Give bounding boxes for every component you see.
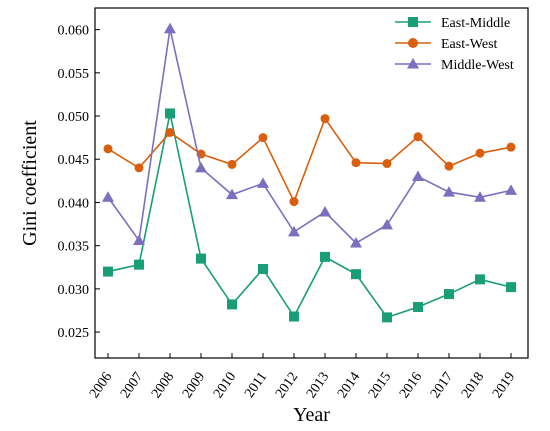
data-point [382,312,392,323]
data-point [443,186,455,197]
data-point [289,197,299,207]
data-point [475,274,485,285]
data-point [134,259,144,270]
data-point [413,132,423,142]
x-tick-label: 2009 [180,370,208,402]
y-tick-label: 0.025 [58,326,90,341]
data-point [165,127,175,137]
x-tick-label: 2017 [428,370,456,402]
data-point [412,170,424,182]
data-point [164,22,176,34]
y-tick-label: 0.045 [58,153,90,168]
y-tick-label: 0.055 [58,67,90,82]
data-point [475,148,485,158]
y-tick-label: 0.030 [58,283,90,298]
legend-label: East-West [441,37,498,52]
data-point [258,263,268,274]
x-tick-label: 2010 [211,370,239,402]
data-point [103,144,113,154]
series-line [107,116,512,204]
data-point [320,114,330,124]
x-tick-label: 2007 [118,370,146,402]
data-point [350,237,362,248]
data-point [195,161,207,173]
data-point [133,234,145,245]
y-tick-label: 0.060 [58,24,90,39]
series-middle-west [102,22,517,248]
x-tick-label: 2019 [490,370,518,402]
x-tick-label: 2006 [87,370,115,402]
data-point [506,282,516,293]
x-axis-ticks: 2006 2007 2008 2009 2010 2011 2012 2013 2014 2015… [87,353,518,401]
series-line [107,28,512,245]
data-point [258,133,268,143]
x-tick-label: 2016 [397,370,425,402]
data-point [226,188,238,200]
data-point [381,218,393,230]
x-tick-label: 2014 [335,370,363,402]
x-tick-label: 2011 [242,370,270,401]
data-point [319,205,331,217]
data-point [382,159,392,169]
y-tick-label: 0.040 [58,196,90,211]
data-point [444,289,454,300]
data-point [227,159,237,169]
legend-label: East-Middle [441,16,510,31]
data-point [134,163,144,173]
data-point [227,299,237,310]
x-tick-label: 2008 [149,370,177,402]
series-line [107,113,512,319]
legend-label: Middle-West [441,58,514,73]
data-point [506,142,516,152]
legend-item: East-Middle [395,16,510,31]
legend: East-Middle East-West Middle-West [395,16,514,73]
data-point [196,253,206,264]
x-tick-label: 2013 [304,370,332,402]
x-tick-label: 2012 [273,370,301,402]
x-tick-label: 2015 [366,370,394,402]
data-point [103,266,113,277]
plot-frame [94,7,529,359]
legend-item: Middle-West [395,58,514,73]
series-east-west [103,114,516,207]
y-axis-ticks: 0.025 0.030 0.035 0.040 0.045 0.050 0.055 0.060 [58,24,100,341]
legend-item: East-West [395,37,498,52]
x-tick-label: 2018 [459,370,487,402]
data-point [474,191,486,202]
data-point [320,251,330,262]
x-axis-title: Year [293,404,330,426]
data-point [413,302,423,313]
y-axis-title: Gini coefficient [19,120,41,246]
legend-marker [407,58,419,69]
y-tick-label: 0.050 [58,110,90,125]
legend-marker [408,38,418,48]
series-layer [102,22,517,323]
legend-marker [408,17,418,27]
data-point [351,269,361,280]
data-point [444,161,454,171]
data-point [505,184,517,195]
data-point [257,177,269,188]
data-point [351,158,361,168]
data-point [102,191,114,202]
data-point [289,311,299,322]
data-point [165,108,175,119]
series-east-middle [103,108,516,323]
data-point [288,225,300,237]
y-tick-label: 0.035 [58,240,90,255]
